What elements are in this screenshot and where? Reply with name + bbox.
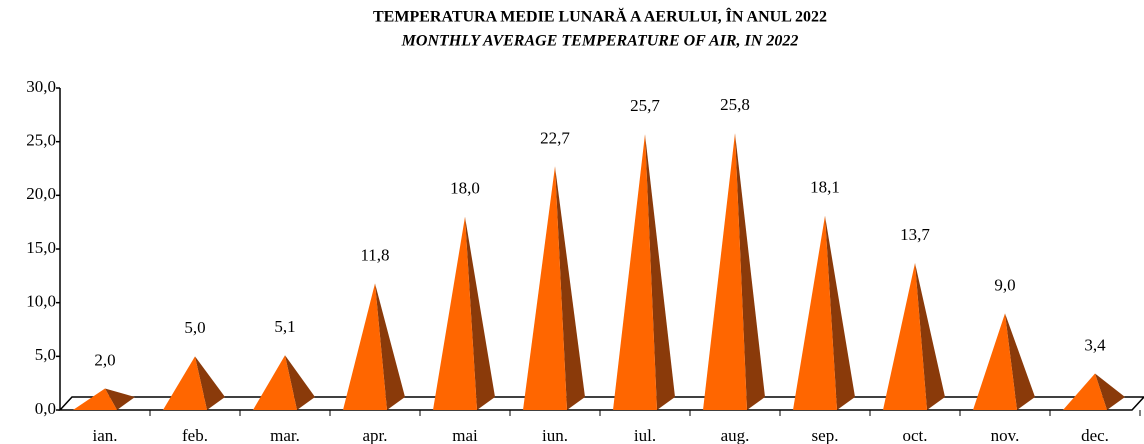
x-tick-label: nov. (991, 426, 1020, 444)
pyramid-front (433, 216, 477, 410)
pyramid (1063, 373, 1125, 410)
pyramid-front (883, 262, 927, 410)
pyramid-side (825, 215, 855, 410)
pyramid (973, 313, 1035, 410)
chart-title: TEMPERATURA MEDIE LUNARĂ A AERULUI, ÎN A… (373, 7, 827, 26)
x-tick-label: iun. (542, 426, 568, 444)
x-tick-label: sep. (812, 426, 839, 444)
pyramid (523, 166, 585, 410)
value-label: 22,7 (540, 128, 570, 147)
pyramid-front (343, 283, 387, 410)
pyramid (883, 262, 945, 410)
pyramid (613, 134, 675, 411)
x-tick-label: mai (452, 426, 478, 444)
value-label: 25,7 (630, 96, 660, 115)
pyramid-front (73, 388, 117, 410)
x-tick-label: iul. (634, 426, 656, 444)
pyramid (703, 133, 765, 410)
y-tick-label: 10,0 (26, 292, 56, 311)
pyramid-side (195, 356, 225, 410)
value-label: 18,1 (810, 178, 840, 197)
x-tick-label: dec. (1081, 426, 1109, 444)
y-tick-label: 0,0 (35, 399, 56, 418)
pyramid-front (973, 313, 1017, 410)
pyramid (793, 215, 855, 410)
pyramid-front (703, 133, 747, 410)
x-tick-label: apr. (362, 426, 387, 444)
pyramid-side (915, 262, 945, 410)
value-label: 11,8 (360, 245, 389, 264)
y-tick-label: 5,0 (35, 345, 56, 364)
pyramid-side (735, 133, 765, 410)
pyramid-side (375, 283, 405, 410)
value-label: 5,1 (274, 317, 295, 336)
pyramid-side (1095, 373, 1125, 410)
pyramid-front (253, 355, 297, 410)
pyramid-side (1005, 313, 1035, 410)
value-label: 13,7 (900, 225, 930, 244)
x-tick-label: ian. (92, 426, 117, 444)
value-label: 2,0 (94, 350, 115, 369)
pyramid-side (555, 166, 585, 410)
pyramid-front (163, 356, 207, 410)
floor (58, 396, 1144, 411)
pyramid-front (523, 166, 567, 410)
x-tick-label: mar. (270, 426, 300, 444)
pyramid-front (613, 134, 657, 411)
pyramid-side (105, 388, 135, 410)
value-label: 3,4 (1084, 335, 1106, 354)
pyramid (253, 355, 315, 410)
pyramid (343, 283, 405, 410)
pyramid (73, 388, 135, 410)
pyramid-side (285, 355, 315, 410)
y-tick-label: 15,0 (26, 238, 56, 257)
value-label: 25,8 (720, 95, 750, 114)
pyramid-front (1063, 373, 1107, 410)
pyramid-front (793, 215, 837, 410)
pyramid-side (645, 134, 675, 411)
y-tick-label: 30,0 (26, 77, 56, 96)
pyramid-side (465, 216, 495, 410)
y-tick-label: 25,0 (26, 131, 56, 150)
value-label: 9,0 (994, 275, 1015, 294)
value-label: 5,0 (184, 318, 205, 337)
x-tick-label: aug. (721, 426, 750, 444)
pyramid (433, 216, 495, 410)
pyramid (163, 356, 225, 410)
x-tick-label: feb. (182, 426, 208, 444)
x-tick-label: oct. (902, 426, 927, 444)
value-label: 18,0 (450, 179, 480, 198)
chart-subtitle: MONTHLY AVERAGE TEMPERATURE OF AIR, IN 2… (401, 33, 799, 50)
y-tick-label: 20,0 (26, 184, 56, 203)
